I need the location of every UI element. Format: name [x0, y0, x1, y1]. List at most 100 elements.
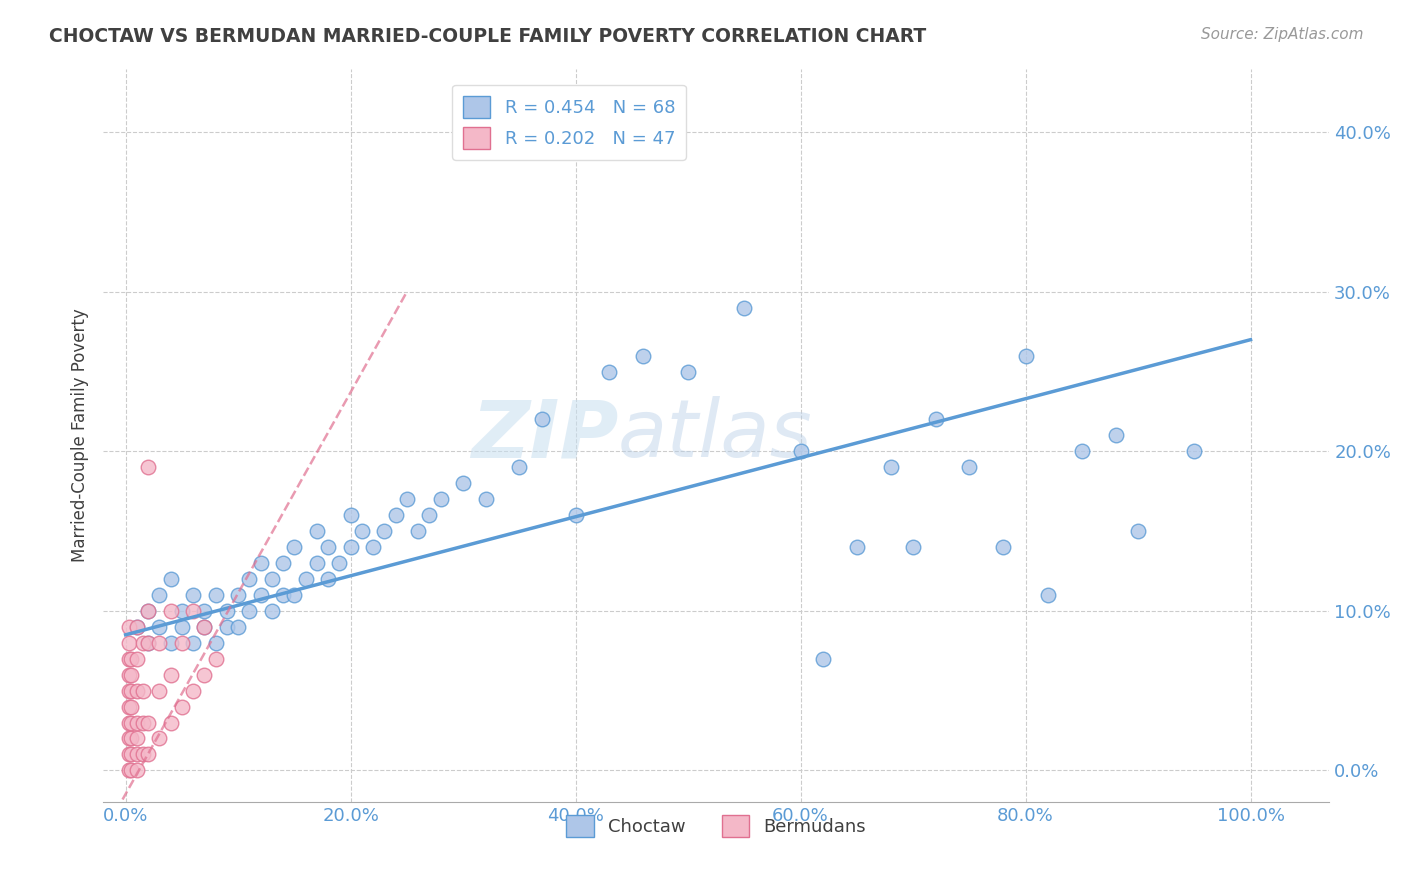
Legend: Choctaw, Bermudans: Choctaw, Bermudans [560, 808, 873, 845]
Point [131, 747, 153, 762]
Point [339, 508, 361, 523]
Point [1036, 588, 1059, 602]
Y-axis label: Married-Couple Family Poverty: Married-Couple Family Poverty [72, 309, 89, 562]
Point [215, 620, 238, 634]
Point [260, 572, 283, 586]
Point [406, 524, 429, 538]
Point [120, 747, 142, 762]
Text: atlas: atlas [619, 396, 813, 475]
Point [193, 667, 215, 681]
Point [118, 636, 141, 650]
Point [204, 636, 226, 650]
Point [957, 460, 980, 475]
Point [305, 556, 328, 570]
Point [316, 572, 339, 586]
Point [249, 588, 271, 602]
Point [215, 604, 238, 618]
Point [120, 667, 142, 681]
Point [125, 683, 148, 698]
Point [226, 620, 249, 634]
Point [1104, 428, 1126, 442]
Point [118, 747, 141, 762]
Point [451, 476, 474, 491]
Point [170, 636, 193, 650]
Point [131, 715, 153, 730]
Point [395, 492, 418, 507]
Point [238, 604, 260, 618]
Point [508, 460, 530, 475]
Point [181, 683, 204, 698]
Point [118, 667, 141, 681]
Point [118, 651, 141, 665]
Point [631, 349, 654, 363]
Point [120, 651, 142, 665]
Point [125, 620, 148, 634]
Point [120, 731, 142, 746]
Point [120, 715, 142, 730]
Point [148, 683, 170, 698]
Point [118, 620, 141, 634]
Point [474, 492, 496, 507]
Point [170, 604, 193, 618]
Point [226, 588, 249, 602]
Point [136, 747, 159, 762]
Point [170, 699, 193, 714]
Point [120, 699, 142, 714]
Point [249, 556, 271, 570]
Point [136, 715, 159, 730]
Point [118, 699, 141, 714]
Point [361, 540, 384, 554]
Point [598, 365, 620, 379]
Point [1070, 444, 1092, 458]
Point [148, 588, 170, 602]
Point [120, 764, 142, 778]
Point [350, 524, 373, 538]
Point [429, 492, 451, 507]
Point [564, 508, 586, 523]
Point [159, 636, 181, 650]
Point [530, 412, 553, 426]
Point [136, 636, 159, 650]
Point [373, 524, 395, 538]
Point [294, 572, 316, 586]
Point [238, 572, 260, 586]
Point [1014, 349, 1036, 363]
Point [418, 508, 440, 523]
Point [159, 667, 181, 681]
Point [148, 620, 170, 634]
Point [125, 747, 148, 762]
Point [193, 620, 215, 634]
Point [328, 556, 350, 570]
Point [159, 604, 181, 618]
Point [283, 588, 305, 602]
Point [159, 715, 181, 730]
Point [159, 572, 181, 586]
Point [148, 636, 170, 650]
Text: CHOCTAW VS BERMUDAN MARRIED-COUPLE FAMILY POVERTY CORRELATION CHART: CHOCTAW VS BERMUDAN MARRIED-COUPLE FAMIL… [49, 27, 927, 45]
Point [305, 524, 328, 538]
Point [181, 588, 204, 602]
Point [271, 556, 294, 570]
Point [118, 731, 141, 746]
Point [845, 540, 868, 554]
Point [733, 301, 755, 315]
Point [120, 683, 142, 698]
Point [125, 620, 148, 634]
Point [118, 715, 141, 730]
Point [131, 683, 153, 698]
Point [260, 604, 283, 618]
Point [136, 604, 159, 618]
Point [125, 715, 148, 730]
Point [384, 508, 406, 523]
Point [789, 444, 811, 458]
Point [901, 540, 924, 554]
Point [879, 460, 901, 475]
Point [339, 540, 361, 554]
Point [125, 651, 148, 665]
Point [136, 460, 159, 475]
Point [676, 365, 699, 379]
Point [193, 604, 215, 618]
Point [204, 588, 226, 602]
Point [204, 651, 226, 665]
Text: ZIP: ZIP [471, 396, 619, 475]
